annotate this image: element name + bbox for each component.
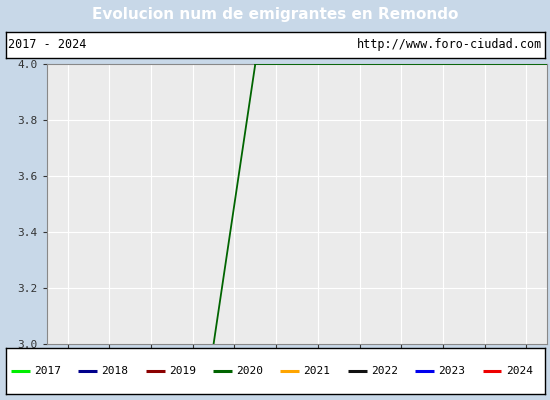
Text: 2019: 2019 <box>169 366 196 376</box>
Text: 2018: 2018 <box>101 366 129 376</box>
Text: http://www.foro-ciudad.com: http://www.foro-ciudad.com <box>356 38 542 52</box>
Text: 2023: 2023 <box>438 366 465 376</box>
Text: 2020: 2020 <box>236 366 263 376</box>
Text: 2024: 2024 <box>505 366 533 376</box>
Text: Evolucion num de emigrantes en Remondo: Evolucion num de emigrantes en Remondo <box>92 8 458 22</box>
Text: 2017 - 2024: 2017 - 2024 <box>8 38 86 52</box>
Text: 2017: 2017 <box>34 366 61 376</box>
Text: 2021: 2021 <box>304 366 331 376</box>
Text: 2022: 2022 <box>371 366 398 376</box>
